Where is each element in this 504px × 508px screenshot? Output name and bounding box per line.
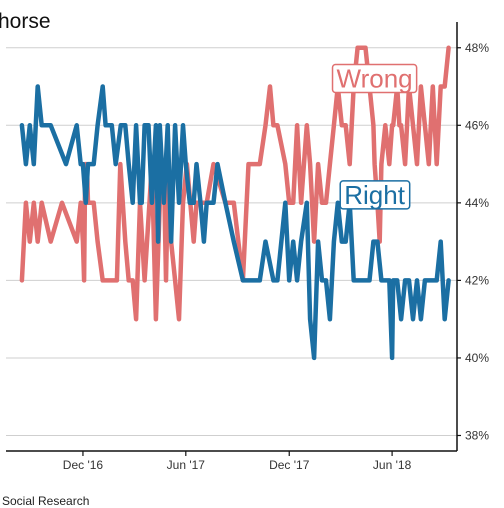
- series-line-right: [19, 84, 451, 361]
- x-tick-label-0: Dec '16: [63, 458, 104, 472]
- y-tick-label-44: 44%: [465, 196, 489, 210]
- series-lines: [19, 45, 451, 361]
- y-tick-label-42: 42%: [465, 273, 489, 287]
- series-label-text-wrong: Wrong: [337, 64, 413, 94]
- y-tick-label-46: 46%: [465, 118, 489, 132]
- y-tick-label-48: 48%: [465, 41, 489, 55]
- gridlines: [6, 47, 457, 436]
- series-labels: Wrong Right: [331, 63, 418, 210]
- series-label-wrong: Wrong: [331, 63, 418, 94]
- series-label-text-right: Right: [344, 180, 405, 210]
- y-tick-label-40: 40%: [465, 351, 489, 365]
- source-note: Social Research: [2, 494, 90, 508]
- series-label-right: Right: [339, 180, 411, 210]
- x-tick-label-3: Jun '18: [373, 458, 412, 472]
- series-label-box-right: [339, 180, 411, 210]
- y-tick-label-38: 38%: [465, 428, 489, 442]
- series-line-wrong: [19, 45, 451, 322]
- axes: 38% 40% 42% 44% 46% 48% Dec '16 Jun '17 Dec '17 J…: [6, 22, 489, 472]
- chart-title: horse: [0, 10, 51, 33]
- series-label-box-wrong: [331, 63, 418, 94]
- x-tick-label-2: Dec '17: [269, 458, 310, 472]
- x-tick-label-1: Jun '17: [167, 458, 206, 472]
